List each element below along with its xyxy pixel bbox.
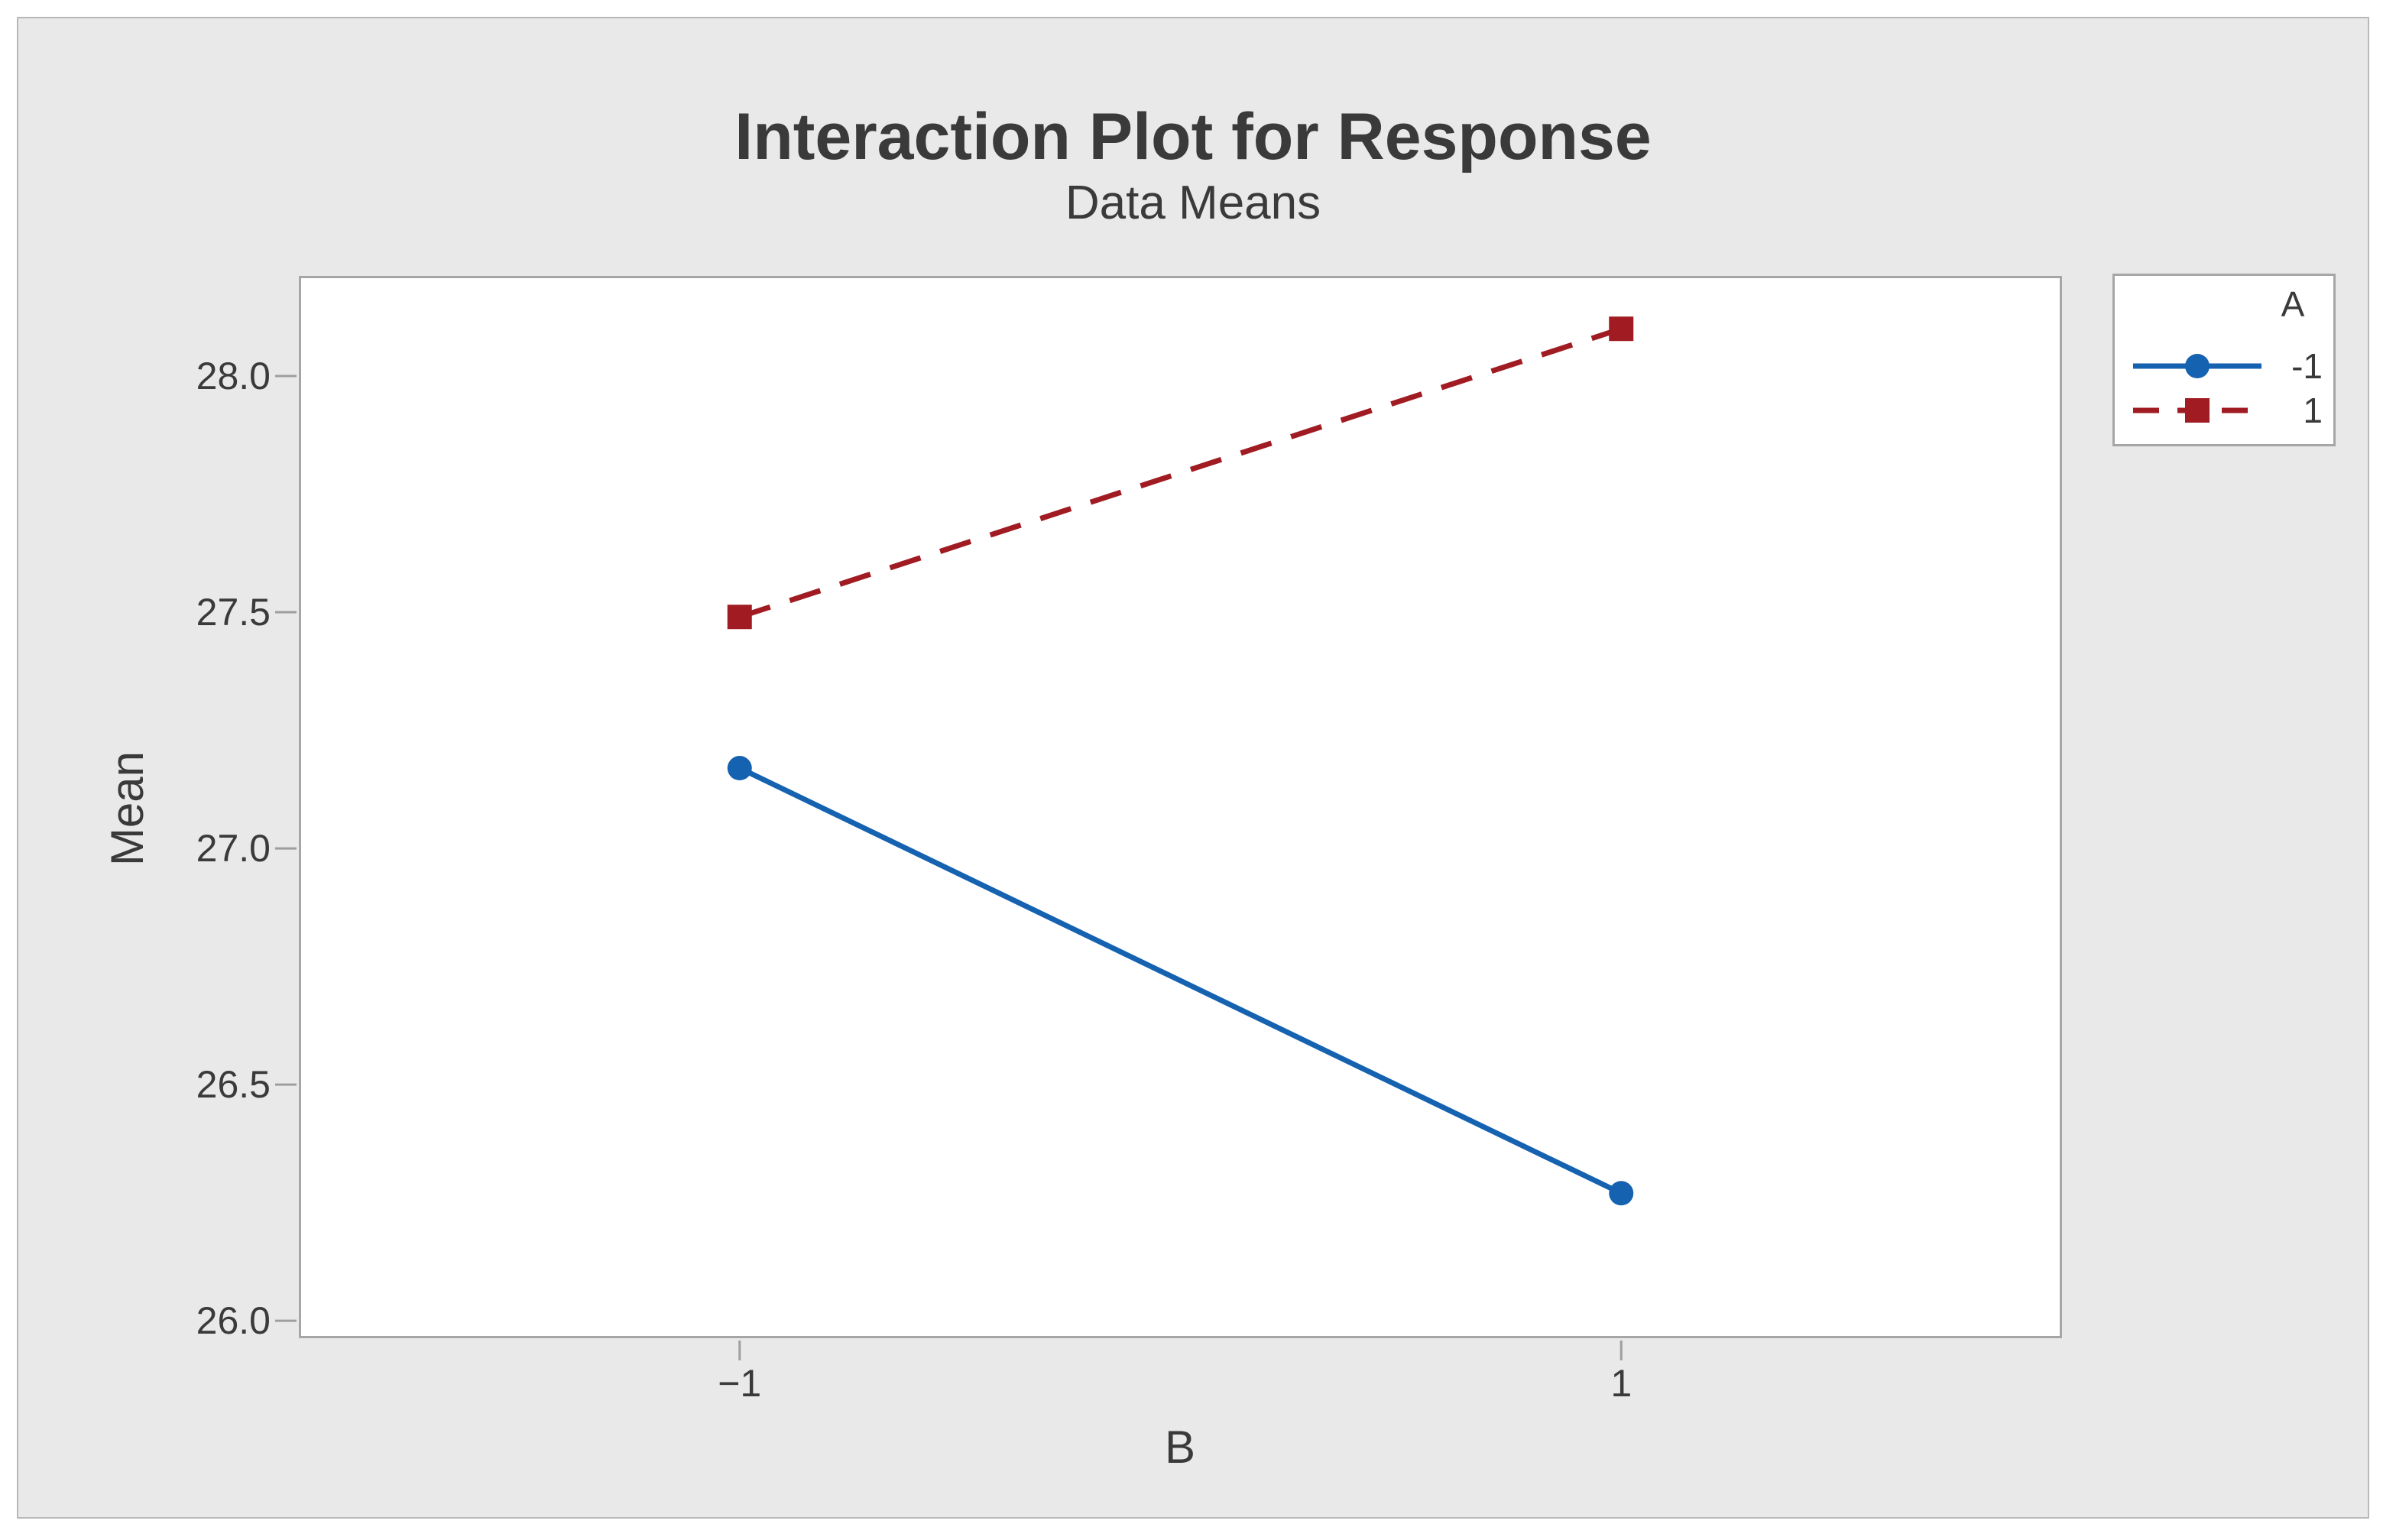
x-tick-label: −1 [718, 1362, 762, 1405]
y-tick-label: 26.0 [196, 1299, 271, 1343]
chart-subtitle: Data Means [1065, 177, 1321, 229]
y-tick-label: 27.0 [196, 827, 271, 871]
legend-sample-series-0 [2133, 354, 2261, 378]
legend[interactable]: A -1 1 [2112, 274, 2336, 446]
y-axis-label: Mean [102, 751, 153, 867]
y-tick-label: 28.0 [196, 355, 271, 398]
graph-panel: Interaction Plot for Response Data Means… [17, 17, 2369, 1519]
legend-item-label: 1 [2303, 391, 2323, 430]
plot-area[interactable] [299, 276, 2062, 1338]
chart-title: Interaction Plot for Response [734, 100, 1652, 173]
y-tick-label: 26.5 [196, 1063, 271, 1107]
legend-item-label: -1 [2291, 346, 2323, 386]
y-tick-label: 27.5 [196, 591, 271, 634]
x-axis-label: B [1164, 1422, 1196, 1473]
legend-sample-series-1 [2133, 398, 2261, 423]
x-tick-label: 1 [1610, 1362, 1632, 1405]
legend-title: A [2281, 284, 2305, 324]
